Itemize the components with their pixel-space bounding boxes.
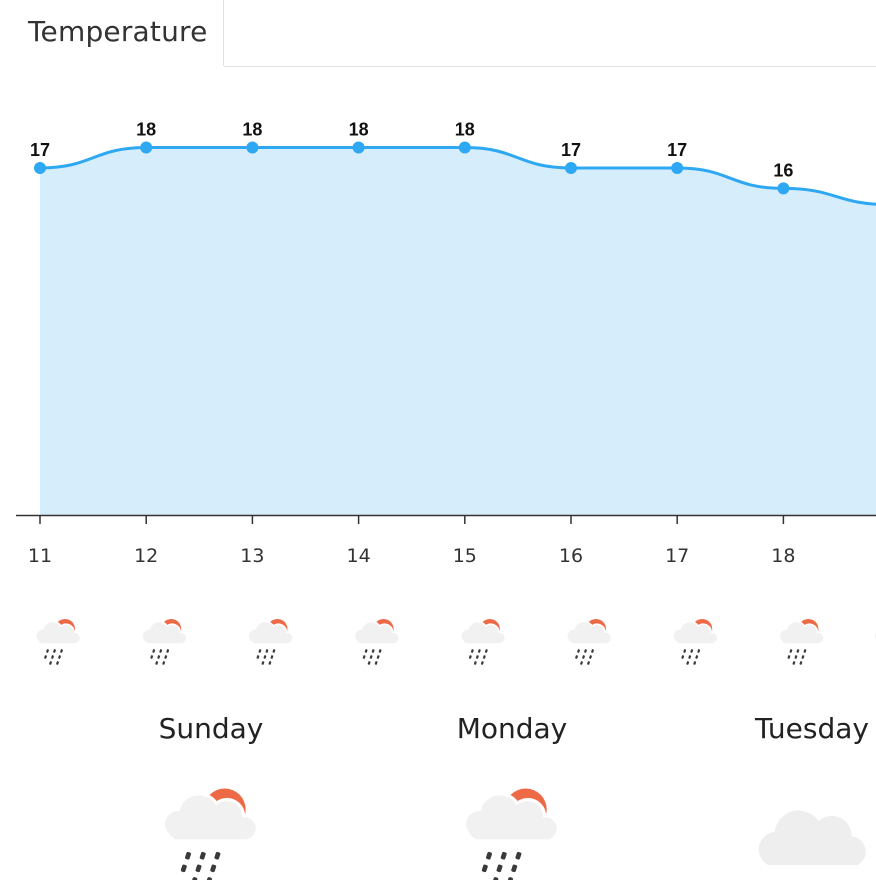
rain-partly-sunny-icon [36,619,81,665]
data-label: 17 [561,140,581,160]
data-label: 18 [349,120,369,140]
rain-partly-sunny-icon [461,619,506,665]
data-label: 18 [136,120,156,140]
data-point[interactable] [246,142,258,154]
rain-partly-sunny-icon [779,619,824,665]
x-tick-label: 17 [665,545,689,567]
x-tick-label: 16 [559,545,583,567]
data-label: 17 [30,140,50,160]
rain-partly-sunny-icon [567,619,612,665]
data-point[interactable] [459,142,471,154]
data-label: 18 [242,120,262,140]
day-label-tuesday: Tuesday [712,712,876,745]
data-label: 16 [773,160,793,180]
x-tick-label: 15 [453,545,477,567]
data-point[interactable] [353,142,365,154]
cloud-icon [759,810,866,865]
data-point[interactable] [565,162,577,174]
data-point[interactable] [34,162,46,174]
data-label: 18 [455,120,475,140]
data-point[interactable] [777,182,789,194]
rain-partly-sunny-icon [354,619,399,665]
tab-divider [224,66,876,67]
data-point[interactable] [140,142,152,154]
x-tick-label: 18 [771,545,795,567]
x-tick-label: 12 [134,545,158,567]
daily-icons-row [0,780,876,880]
temperature-chart: 17 18 18 18 18 17 17 16 11 12 13 14 15 16 17 18 [0,80,876,580]
day-label-sunday: Sunday [111,712,311,745]
x-tick-label: 14 [347,545,371,567]
rain-partly-sunny-icon [248,619,293,665]
day-label-monday: Monday [412,712,612,745]
rain-partly-sunny-icon [164,789,258,880]
x-tick-label: 11 [28,545,52,567]
temperature-area [40,148,876,515]
x-tick-label: 13 [240,545,264,567]
rain-partly-sunny-icon [673,619,718,665]
hourly-icons-row [0,608,876,668]
data-label: 17 [667,140,687,160]
tab-bar: Temperature [0,0,876,67]
rain-partly-sunny-icon [465,789,559,880]
tab-temperature[interactable]: Temperature [0,0,224,66]
tab-temperature-label: Temperature [28,15,208,48]
rain-partly-sunny-icon [142,619,187,665]
data-point[interactable] [671,162,683,174]
